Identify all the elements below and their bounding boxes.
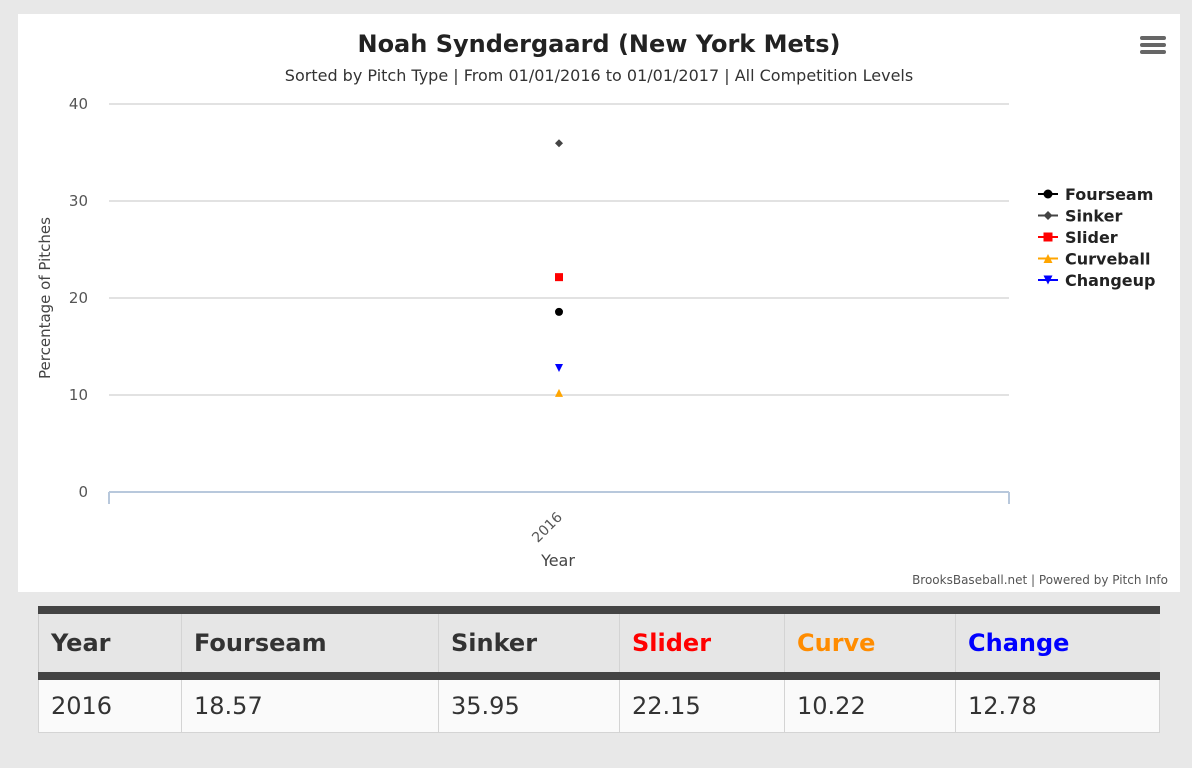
y-tick-label: 0 bbox=[78, 483, 88, 501]
header-curve: Curve bbox=[784, 610, 956, 676]
chart-subtitle: Sorted by Pitch Type | From 01/01/2016 t… bbox=[285, 66, 913, 85]
y-tick-label: 40 bbox=[69, 95, 88, 113]
chart-panel: Noah Syndergaard (New York Mets) Sorted b… bbox=[18, 14, 1180, 592]
legend-marker-sinker bbox=[1043, 211, 1053, 220]
legend-marker-fourseam bbox=[1043, 189, 1053, 199]
legend-item-fourseam: Fourseam bbox=[1065, 185, 1153, 204]
legend-item-curveball: Curveball bbox=[1065, 250, 1151, 269]
header-fourseam: Fourseam bbox=[181, 610, 439, 676]
table-header-row: Year Fourseam Sinker Slider Curve Change bbox=[38, 610, 1160, 676]
legend-marker-slider bbox=[1043, 232, 1053, 242]
header-sinker: Sinker bbox=[438, 610, 620, 676]
legend-marker-changeup bbox=[1043, 275, 1053, 285]
cell-slider: 22.15 bbox=[619, 675, 785, 733]
x-axis-title: Year bbox=[540, 551, 575, 570]
data-point-sinker bbox=[555, 139, 563, 148]
legend-item-sinker: Sinker bbox=[1065, 207, 1122, 226]
data-point-curveball bbox=[555, 388, 563, 397]
legend-item-slider: Slider bbox=[1065, 228, 1118, 247]
data-point-slider bbox=[555, 273, 563, 282]
y-tick-label: 20 bbox=[69, 289, 88, 307]
header-slider: Slider bbox=[619, 610, 785, 676]
legend-item-changeup: Changeup bbox=[1065, 271, 1155, 290]
cell-year: 2016 bbox=[38, 675, 182, 733]
data-point-changeup bbox=[555, 364, 563, 373]
cell-fourseam: 18.57 bbox=[181, 675, 439, 733]
menu-icon[interactable] bbox=[1140, 36, 1166, 58]
legend-marker-curveball bbox=[1043, 254, 1053, 263]
cell-sinker: 35.95 bbox=[438, 675, 620, 733]
data-point-fourseam bbox=[555, 307, 563, 316]
y-tick-label: 30 bbox=[69, 192, 88, 210]
y-axis-title: Percentage of Pitches bbox=[36, 217, 54, 379]
table-row: 2016 18.57 35.95 22.15 10.22 12.78 bbox=[38, 675, 1160, 733]
header-change: Change bbox=[955, 610, 1160, 676]
cell-change: 12.78 bbox=[955, 675, 1160, 733]
x-tick-label: 2016 bbox=[529, 509, 566, 546]
header-year: Year bbox=[38, 610, 182, 676]
pitch-type-table: Year Fourseam Sinker Slider Curve Change… bbox=[38, 606, 1160, 733]
scatter-chart: Noah Syndergaard (New York Mets) Sorted b… bbox=[36, 30, 1168, 587]
chart-title: Noah Syndergaard (New York Mets) bbox=[357, 30, 840, 58]
y-tick-label: 10 bbox=[69, 386, 88, 404]
chart-credits: BrooksBaseball.net | Powered by Pitch In… bbox=[912, 573, 1168, 587]
cell-curve: 10.22 bbox=[784, 675, 956, 733]
